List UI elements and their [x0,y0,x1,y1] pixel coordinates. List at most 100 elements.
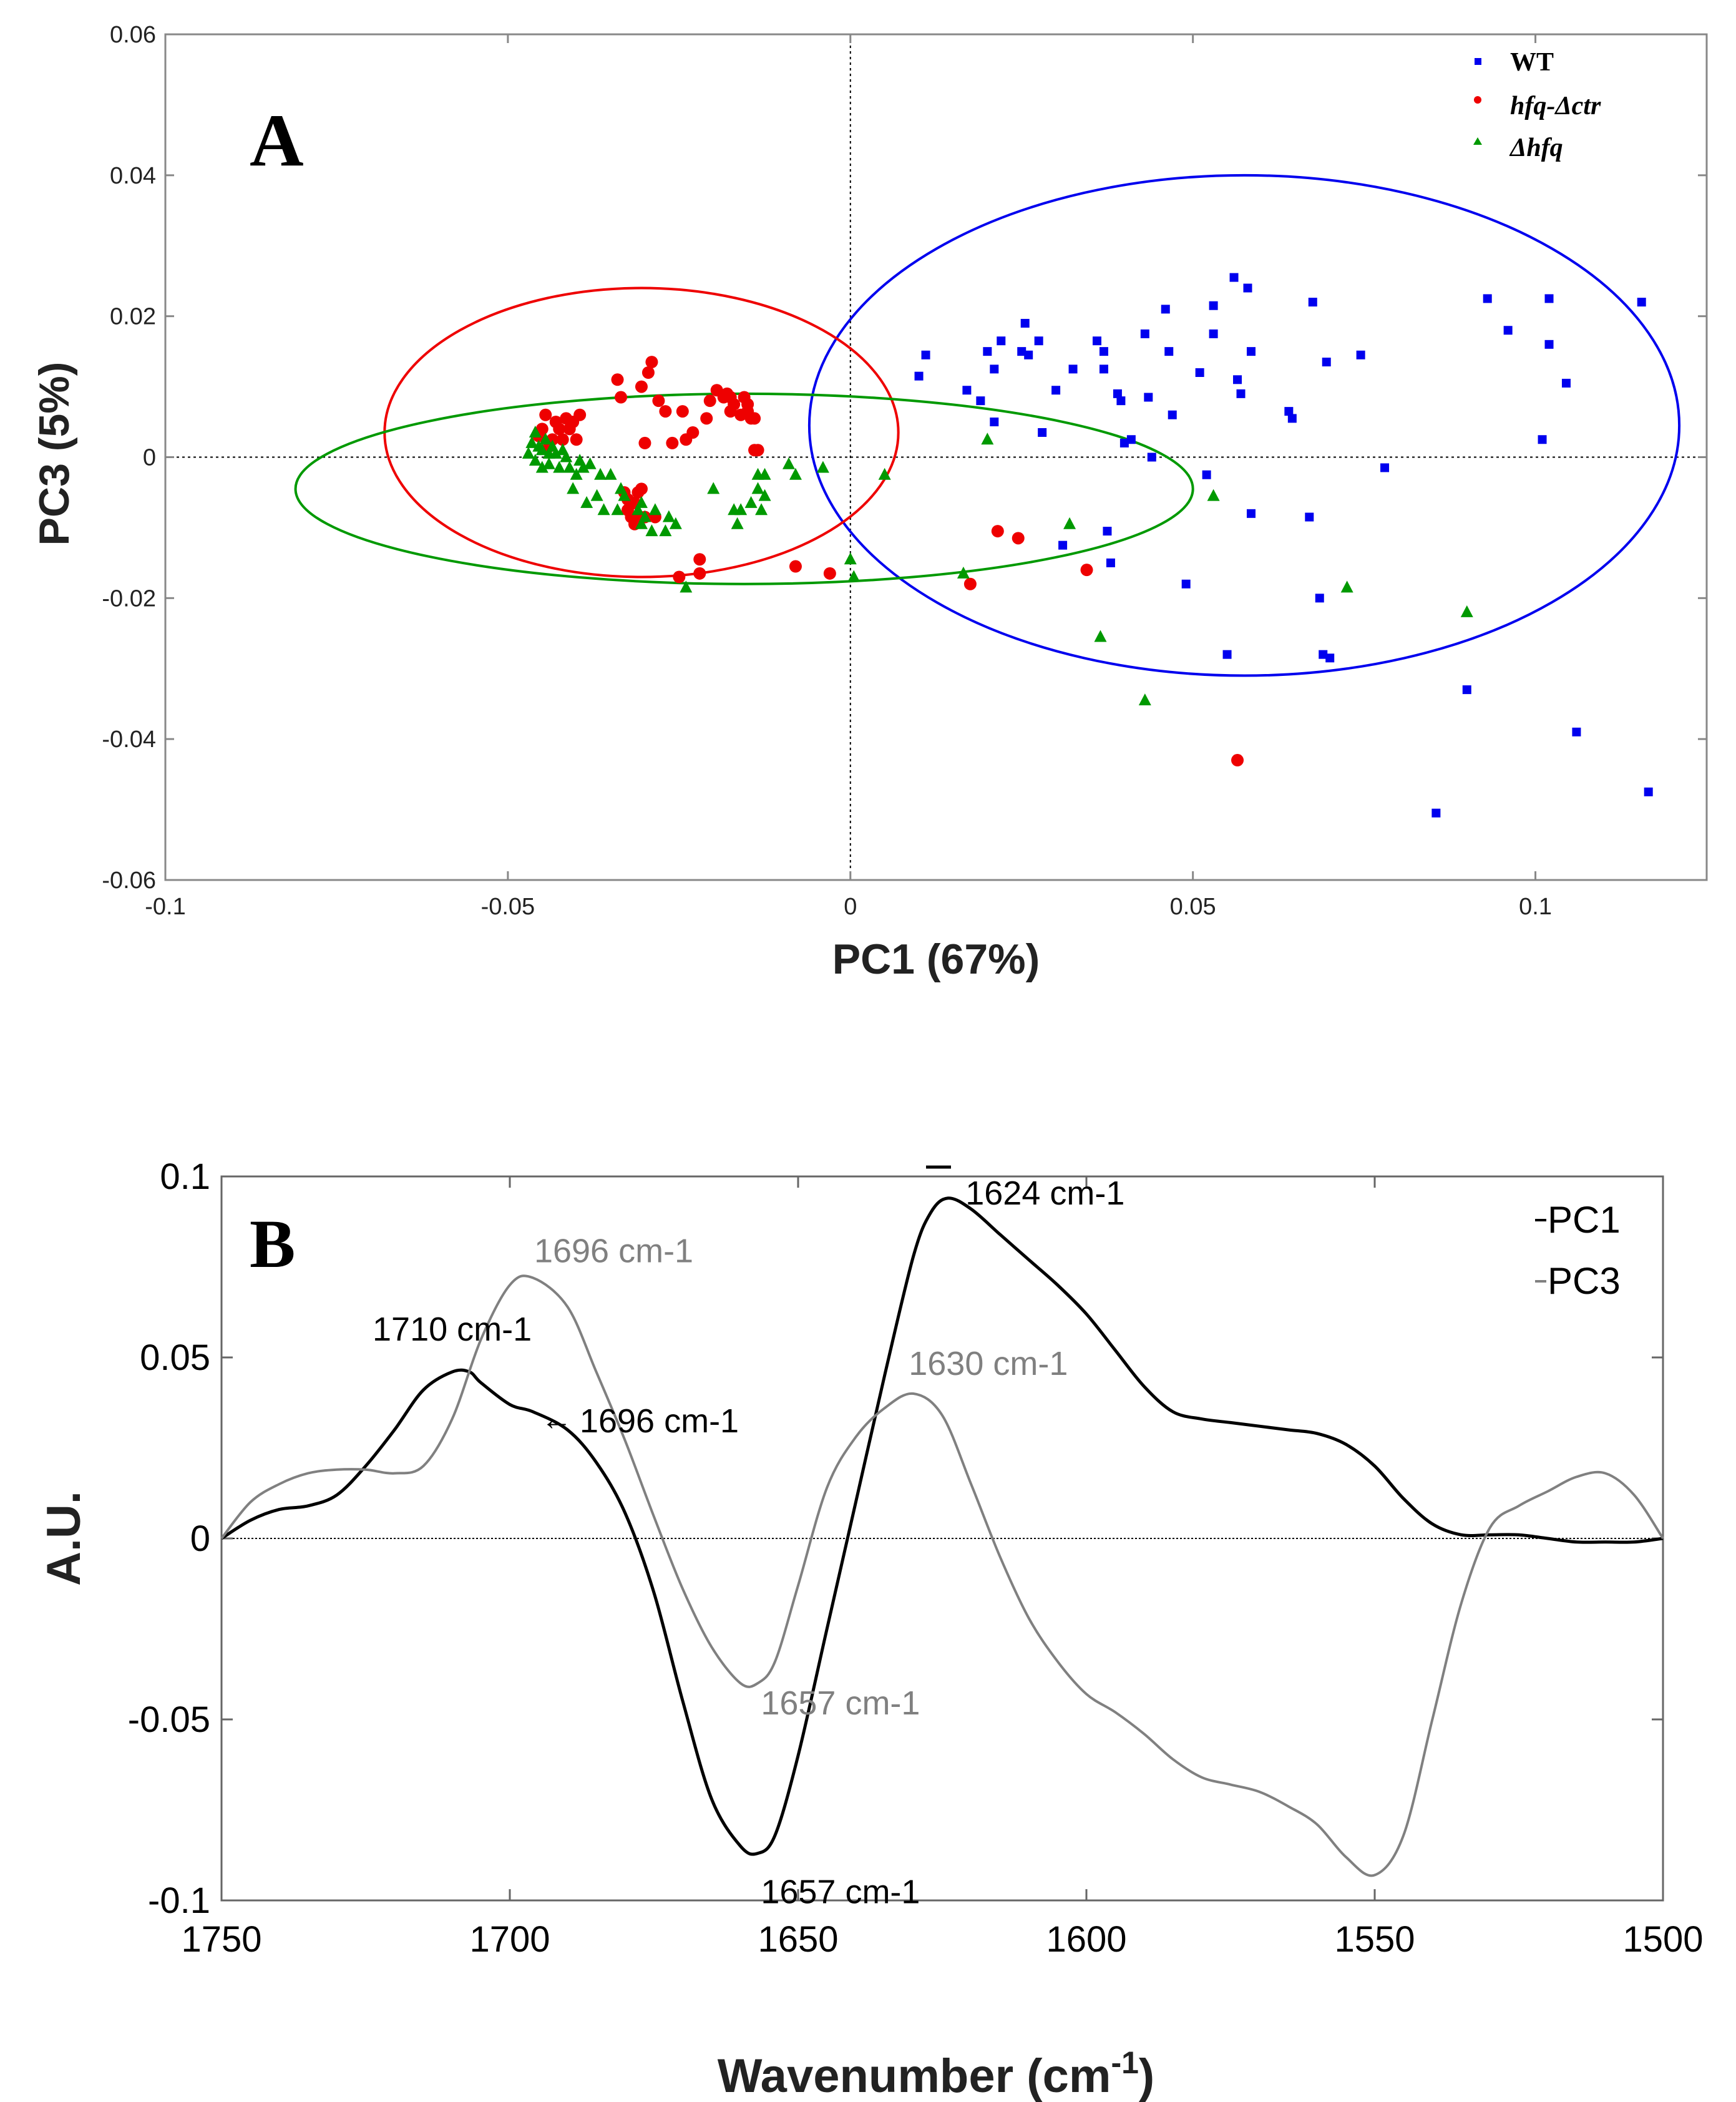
x-tick-label: 0.1 [1519,894,1552,920]
dhfq-point [734,503,748,516]
hfq-dctr-point [789,560,802,573]
wt-point [1058,540,1068,550]
dhfq-point [522,446,535,459]
wt-point [976,396,985,406]
panel-a-y-axis-title: PC3 (5%) [31,362,78,546]
y-tick-label: -0.06 [102,868,156,894]
wt-point [1243,283,1252,293]
hfq-dctr-point [553,423,566,436]
wt-point [1092,336,1101,346]
wt-point [1431,808,1441,818]
legend-dhfq-label: Δhfq [1509,134,1563,162]
panel-b-x-axis-title-main: Wavenumber (cm [718,2050,1111,2102]
x-tick-label: 1700 [469,1919,550,1960]
hfq-dctr-point [741,398,754,411]
wt-point [1209,329,1218,338]
dhfq-point [525,436,539,448]
dhfq-point [618,489,631,501]
x-tick-label: 1550 [1334,1919,1415,1960]
hfq-dctr-point [1012,532,1025,545]
hfq-dctr-point [570,433,583,446]
hfq-dctr-point [823,567,836,580]
dhfq-point [957,566,970,579]
hfq-dctr-point [1231,754,1244,767]
dhfq-point [553,461,566,473]
x-tick-label: 0.05 [1170,894,1216,920]
wt-point [1236,389,1246,398]
legend-pc3-label: PC3 [1548,1260,1621,1302]
wt-point [1325,653,1335,663]
hfq-dctr-point [751,444,764,457]
hfq-dctr-point [635,380,648,393]
pc3-line [220,1274,1664,1877]
wt-point [997,336,1006,346]
wt-point [990,418,999,427]
dhfq-point [635,517,648,529]
dhfq-point [542,457,555,469]
hfq-dctr-point [615,391,628,404]
wt-point [1116,396,1126,406]
dhfq-point [635,496,648,508]
panel-b-x-axis-title-close: ) [1139,2050,1154,2102]
dhfq-point [744,496,758,508]
panel-a-letter: A [250,99,304,182]
hfq-dctr-point [991,525,1004,538]
dhfq-point [560,450,573,462]
wt-point [1503,326,1513,335]
hfq-dctr-point [573,408,587,421]
x-tick-label: 1600 [1046,1919,1126,1960]
dhfq-point [758,467,771,480]
hfq-dctr-point [700,412,713,425]
panel-b-line-chart: 1750 1700 1650 1600 1550 1500 -0.1 -0.05 0 0.05 0.… [37,1156,1704,2102]
wt-point [983,347,992,356]
dhfq-point [583,457,597,469]
peak-annotation-pc1: 1710 cm-1 [373,1311,532,1348]
wt-point [1034,336,1043,346]
hfq-dctr-point [728,398,741,411]
dhfq-point [580,496,593,508]
wt-point [1099,364,1108,374]
hfq-dctr-point [638,436,651,449]
hfq-dctr-ellipse [383,286,900,579]
panel-a-scatter-chart: -0.1 -0.05 0 0.05 0.1 -0.06 -0.04 -0.02 0 0.02 0.0… [31,22,1708,983]
hfq-dctr-point [611,373,624,386]
x-tick-label: 1500 [1622,1919,1703,1960]
hfq-dctr-point [673,570,686,584]
wt-point [1161,305,1170,314]
y-tick-label: -0.02 [102,585,156,612]
wt-point [1572,727,1581,736]
hfq-dctr-point [1080,564,1093,577]
hfq-dctr-point [676,405,689,418]
dhfq-ellipse [294,392,1194,585]
wt-point [990,364,999,374]
dhfq-point [789,467,802,480]
hfq-dctr-point [645,356,658,369]
peak-annotation-pc1: 1696 cm-1 [580,1402,739,1440]
dhfq-point [590,489,603,501]
dhfq-point [981,433,994,445]
wt-point [1322,358,1331,367]
hfq-dctr-point [963,577,977,590]
wt-point [921,350,930,359]
dhfq-point [844,552,857,565]
x-tick-label: -0.05 [481,894,535,920]
panel-b-axis-ticks: 1750 1700 1650 1600 1550 1500 -0.1 -0.05 0 0.05 0.… [128,1156,1704,1960]
y-tick-label: -0.04 [102,726,156,753]
y-tick-label: 0.05 [140,1337,210,1378]
wt-point [914,371,924,381]
wt-point [1068,364,1078,374]
wt-point [1099,347,1108,356]
wt-point [1103,527,1112,536]
y-tick-label: 0 [190,1518,210,1559]
dhfq-point [1207,489,1220,501]
dhfq-point [529,425,542,438]
dhfq-point [539,433,552,445]
legend-dhfq-marker [1473,137,1482,145]
dhfq-point [680,580,693,593]
y-tick-label: 0.06 [110,22,156,48]
y-tick-label: 0.02 [110,304,156,330]
panel-a-axis-ticks: -0.1 -0.05 0 0.05 0.1 -0.06 -0.04 -0.02 0 0.02 0.0… [102,22,1707,920]
hfq-dctr-point [635,482,648,496]
wt-point [1051,386,1061,395]
peak-annotation-pc3: 1630 cm-1 [909,1345,1068,1382]
